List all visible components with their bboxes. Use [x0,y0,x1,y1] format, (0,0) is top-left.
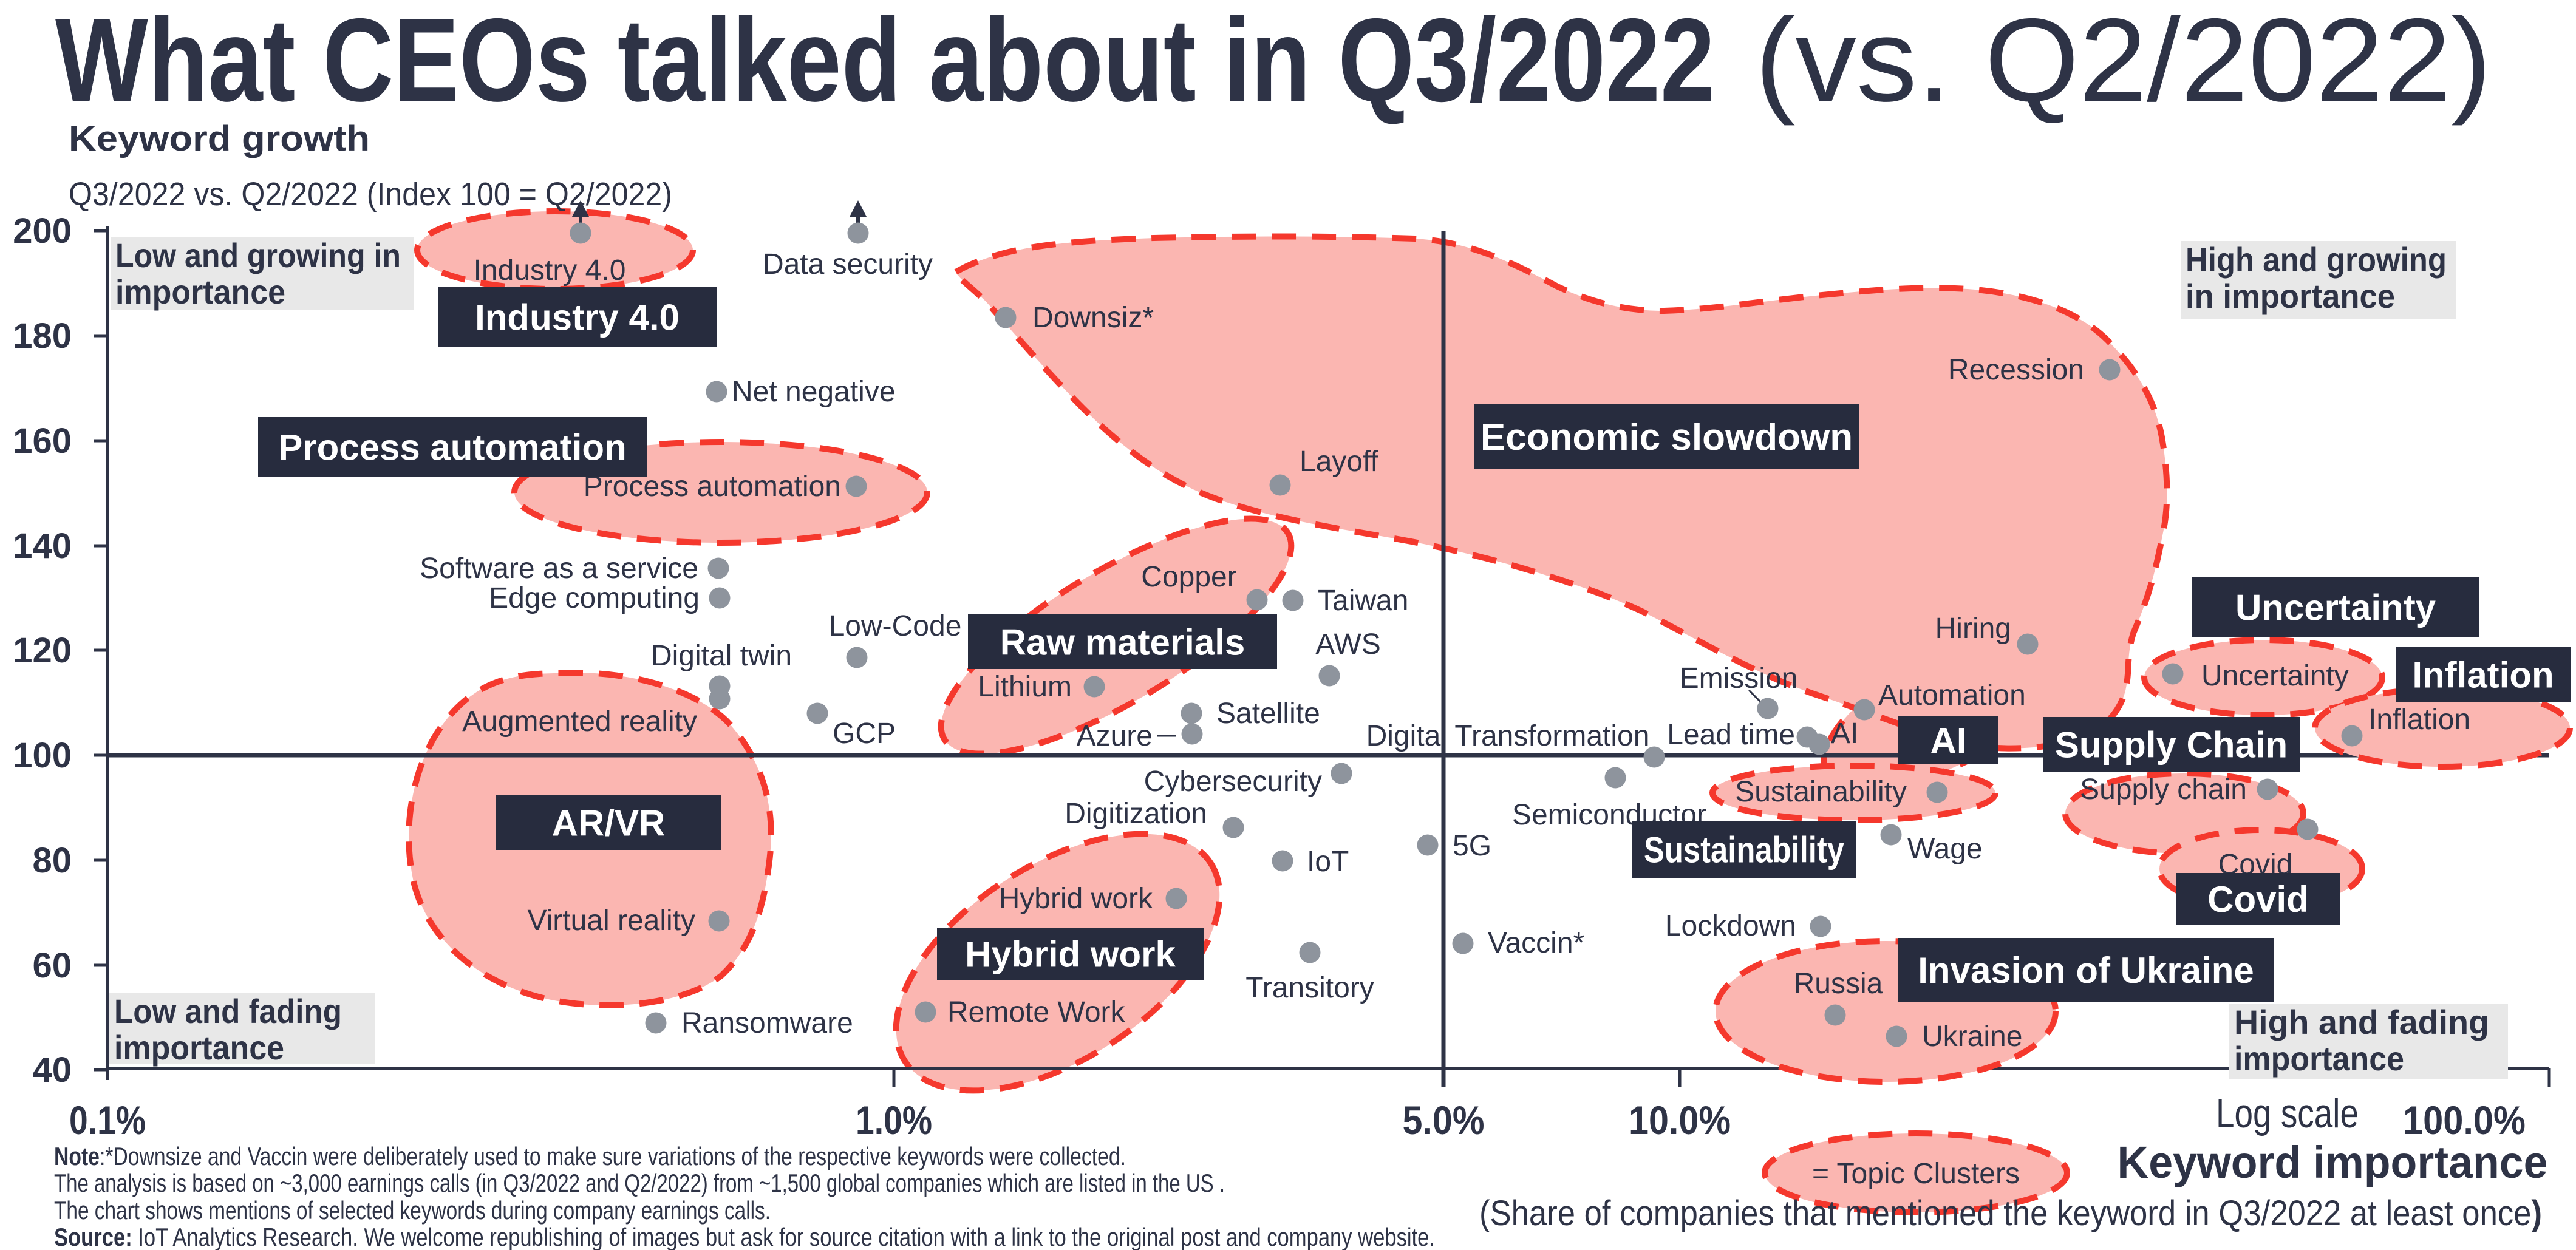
svg-text:Software as a service: Software as a service [420,552,698,585]
svg-text:Downsiz*: Downsiz* [1032,302,1154,334]
svg-text:AR/VR: AR/VR [552,803,666,844]
svg-text:Uncertainty: Uncertainty [2201,660,2349,692]
svg-text:Ukraine: Ukraine [1922,1021,2022,1053]
svg-text:AI: AI [1831,718,1858,750]
svg-text:Hybrid work: Hybrid work [965,934,1176,975]
svg-text:Taiwan: Taiwan [1318,585,1408,617]
svg-text:importance: importance [115,273,285,311]
svg-text:Covid: Covid [2207,879,2309,920]
svg-text:AI: AI [1930,721,1967,761]
svg-text:10.0%: 10.0% [1629,1098,1731,1143]
svg-text:Industry 4.0: Industry 4.0 [474,254,626,287]
svg-text:Log scale: Log scale [2216,1090,2359,1136]
svg-text:0.1%: 0.1% [69,1098,146,1143]
svg-text:AWS: AWS [1315,628,1381,661]
svg-text:Vaccin*: Vaccin* [1488,927,1584,959]
svg-text:Satellite: Satellite [1216,698,1320,730]
svg-text:Supply Chain: Supply Chain [2055,725,2288,766]
svg-text:Net negative: Net negative [732,376,896,408]
svg-text:Note:*Downsize and Vaccin were: Note:*Downsize and Vaccin were deliberat… [54,1142,1126,1170]
svg-text:Low-Code: Low-Code [829,610,962,642]
svg-text:Recession: Recession [1948,354,2084,386]
svg-text:Transitory: Transitory [1245,972,1374,1004]
svg-text:Emission: Emission [1680,662,1798,695]
svg-text:Process automation: Process automation [278,427,627,468]
svg-text:180: 180 [13,316,72,356]
svg-text:importance: importance [2234,1039,2404,1078]
svg-text:Low and fading: Low and fading [114,992,342,1030]
svg-text:Uncertainty: Uncertainty [2235,588,2436,628]
svg-text:Source: IoT Analytics Research: Source: IoT Analytics Research. We welco… [54,1223,1435,1250]
svg-text:Lead time: Lead time [1667,719,1795,751]
svg-text:Data security: Data security [763,248,933,280]
svg-text:5G: 5G [1453,830,1491,862]
svg-text:Q3/2022 vs. Q2/2022 (Index 100: Q3/2022 vs. Q2/2022 (Index 100 = Q2/2022… [69,176,672,212]
svg-text:40: 40 [32,1050,72,1090]
svg-text:What CEOs talked about in Q3/2: What CEOs talked about in Q3/2022 [55,0,1715,126]
svg-text:The analysis is based on ~3,00: The analysis is based on ~3,000 earnings… [54,1169,1225,1197]
svg-text:(Share of companies that menti: (Share of companies that mentioned the k… [1479,1194,2542,1233]
svg-text:(vs. Q2/2022): (vs. Q2/2022) [1755,0,2492,126]
svg-text:= Topic Clusters: = Topic Clusters [1812,1158,2020,1190]
svg-text:1.0%: 1.0% [856,1098,932,1143]
svg-text:Digitization: Digitization [1065,798,1207,830]
svg-text:Augmented reality: Augmented reality [462,705,697,738]
svg-text:120: 120 [13,631,72,670]
svg-text:80: 80 [32,841,72,880]
svg-text:The chart shows mentions of se: The chart shows mentions of selected key… [54,1196,771,1225]
svg-text:High and fading: High and fading [2234,1003,2489,1041]
svg-text:IoT: IoT [1307,846,1349,878]
svg-text:Remote Work: Remote Work [947,996,1126,1028]
svg-text:Sustainability: Sustainability [1735,776,1907,808]
svg-text:Virtual reality: Virtual reality [527,905,695,937]
svg-text:Industry 4.0: Industry 4.0 [475,297,680,338]
svg-text:5.0%: 5.0% [1403,1098,1485,1143]
svg-text:Azure: Azure [1077,720,1153,752]
svg-text:importance: importance [114,1028,284,1067]
svg-text:Hiring: Hiring [1935,613,2011,645]
svg-text:Layoff: Layoff [1300,446,1379,478]
svg-text:200: 200 [13,211,72,251]
svg-text:Automation: Automation [1878,679,2026,712]
svg-text:Invasion of Ukraine: Invasion of Ukraine [1918,950,2254,991]
svg-text:Keyword growth: Keyword growth [69,119,370,158]
svg-text:Raw materials: Raw materials [1000,622,1245,663]
svg-text:100: 100 [13,736,72,775]
svg-text:Sustainability: Sustainability [1644,830,1845,871]
svg-text:Keyword importance: Keyword importance [2118,1137,2548,1187]
svg-text:Hybrid work: Hybrid work [999,883,1153,915]
svg-text:160: 160 [13,421,72,461]
svg-text:Ransomware: Ransomware [681,1007,853,1039]
svg-text:140: 140 [13,526,72,566]
svg-text:Edge computing: Edge computing [489,582,700,614]
svg-text:Supply chain: Supply chain [2080,773,2247,806]
svg-text:Lockdown: Lockdown [1665,910,1796,942]
svg-text:Low and growing in: Low and growing in [115,236,401,274]
svg-text:Digital twin: Digital twin [651,640,792,672]
svg-text:Copper: Copper [1141,561,1236,593]
svg-text:Wage: Wage [1907,833,1983,865]
svg-text:High and growing: High and growing [2186,240,2447,279]
svg-text:GCP: GCP [833,718,896,750]
svg-text:Russia: Russia [1794,968,1883,1000]
svg-text:in importance: in importance [2186,277,2395,315]
svg-text:Economic slowdown: Economic slowdown [1481,416,1853,458]
svg-text:Lithium: Lithium [978,671,1072,703]
svg-text:Cybersecurity: Cybersecurity [1144,766,1322,798]
svg-text:Inflation: Inflation [2368,704,2470,736]
svg-text:100.0%: 100.0% [2403,1098,2526,1143]
svg-text:60: 60 [32,946,72,985]
svg-text:Digital Transformation: Digital Transformation [1366,720,1650,752]
svg-text:Inflation: Inflation [2412,655,2554,696]
